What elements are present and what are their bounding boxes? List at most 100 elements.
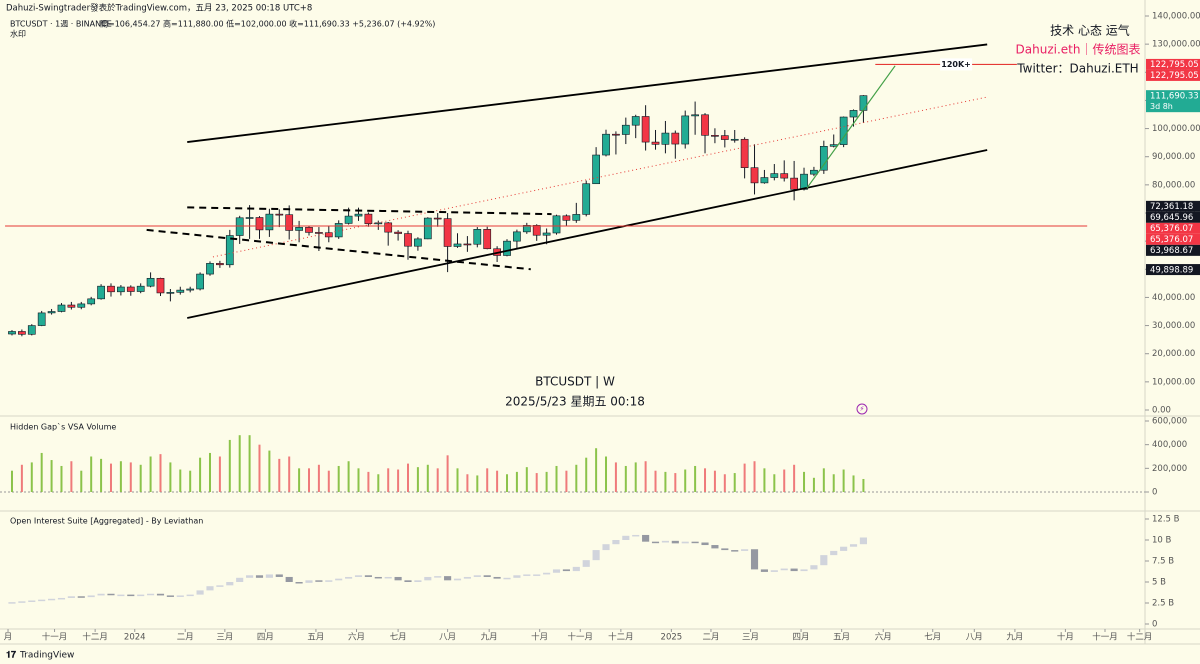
candle-body bbox=[552, 215, 561, 234]
volume-bar bbox=[40, 452, 43, 492]
candle-body bbox=[87, 298, 96, 305]
price-badge-label: 122,795.05 bbox=[1150, 60, 1199, 70]
volume-bar bbox=[753, 461, 756, 492]
volume-bar bbox=[407, 463, 410, 492]
volume-bar bbox=[80, 470, 83, 492]
volume-bar bbox=[595, 448, 598, 492]
volume-bar bbox=[565, 470, 568, 492]
oi-candle bbox=[97, 593, 105, 596]
volume-bar bbox=[585, 457, 588, 492]
candle-body bbox=[849, 110, 858, 118]
candle-body bbox=[582, 183, 591, 215]
candle-body bbox=[483, 229, 492, 250]
motto: 技术 心态 运气 bbox=[1050, 23, 1130, 38]
oi-candle bbox=[859, 537, 867, 545]
oi-candle bbox=[236, 577, 244, 582]
oi-candle bbox=[364, 575, 372, 577]
volume-bar bbox=[199, 457, 202, 492]
volume-bar bbox=[416, 467, 419, 492]
candle-body bbox=[315, 232, 323, 234]
candle-body bbox=[285, 214, 294, 231]
oi-candle bbox=[87, 595, 95, 598]
volume-bar bbox=[515, 471, 518, 492]
oi-candle bbox=[830, 550, 838, 556]
byline: Dahuzi-Swingtrader發表於TradingView.com，五月 … bbox=[6, 3, 312, 14]
volume-bar bbox=[793, 464, 796, 492]
candle-body bbox=[245, 217, 254, 219]
candle-body bbox=[295, 227, 303, 231]
event-icon[interactable] bbox=[856, 403, 868, 415]
volume-bar bbox=[426, 464, 429, 492]
candle-body bbox=[136, 285, 145, 292]
x-tick-label: 2024 bbox=[124, 633, 146, 643]
candle-body bbox=[661, 132, 670, 145]
candle-body bbox=[216, 263, 224, 266]
oi-candle bbox=[394, 576, 402, 581]
candle-body bbox=[532, 225, 541, 236]
oi-candle bbox=[572, 566, 580, 572]
oi-candle bbox=[642, 534, 650, 542]
x-tick-label: 月 bbox=[4, 633, 13, 643]
volume-bar bbox=[496, 470, 499, 492]
oi-candle bbox=[127, 594, 135, 597]
volume-bar bbox=[10, 470, 13, 492]
countdown: 3d 8h bbox=[1150, 102, 1173, 111]
candle-body bbox=[166, 292, 175, 294]
candle-body bbox=[602, 133, 610, 156]
x-tick-label: 十一月 bbox=[42, 632, 68, 643]
oi-candle bbox=[513, 575, 521, 578]
volume-bar bbox=[466, 474, 469, 492]
volume-bar bbox=[684, 469, 687, 492]
candle-body bbox=[176, 289, 185, 293]
candle-body bbox=[126, 286, 135, 292]
oi-candle bbox=[721, 548, 729, 551]
oi-candle bbox=[849, 544, 858, 547]
y-tick-label: 600,000 bbox=[1152, 417, 1187, 427]
candle-body bbox=[433, 217, 442, 220]
candle-body bbox=[117, 286, 125, 293]
candle-body bbox=[156, 277, 165, 294]
volume-bar bbox=[783, 469, 786, 492]
oi-candle bbox=[731, 550, 739, 552]
oi-candle bbox=[305, 580, 313, 583]
oi-candle bbox=[8, 602, 16, 604]
volume-bar bbox=[812, 477, 815, 492]
oi-candle bbox=[661, 540, 669, 543]
y-tick-label: 400,000 bbox=[1152, 440, 1187, 450]
volume-bar bbox=[624, 465, 627, 492]
oi-candle bbox=[434, 576, 442, 578]
volume-bar bbox=[456, 468, 459, 492]
candle-body bbox=[542, 232, 551, 236]
price-badge-label: 65,376.07 bbox=[1150, 235, 1193, 245]
oi-candle bbox=[750, 549, 759, 570]
volume-bar bbox=[436, 468, 439, 492]
oi-candle bbox=[275, 574, 283, 577]
oi-candle bbox=[463, 576, 471, 579]
volume-bar bbox=[614, 462, 617, 492]
oi-candle bbox=[671, 540, 679, 544]
candle-body bbox=[612, 133, 620, 136]
y-tick-label: 10,000.00 bbox=[1152, 377, 1195, 387]
volume-bar bbox=[674, 473, 677, 492]
candle-body bbox=[47, 311, 56, 314]
candle-body bbox=[770, 173, 779, 178]
volume-bar bbox=[60, 465, 63, 492]
candle-body bbox=[305, 227, 313, 233]
volume-bar bbox=[476, 475, 479, 492]
x-tick-label: 七月 bbox=[390, 633, 407, 643]
candle-body bbox=[186, 288, 195, 291]
y-tick-label: 130,000.00 bbox=[1152, 40, 1200, 50]
author: Dahuzi.eth｜传统图表 bbox=[1016, 42, 1141, 57]
x-tick-label: 四月 bbox=[793, 633, 810, 643]
volume-bar bbox=[387, 468, 390, 492]
trend-line bbox=[146, 228, 531, 271]
oi-candle bbox=[137, 594, 145, 597]
volume-bar bbox=[119, 461, 122, 492]
oi-candle bbox=[681, 541, 689, 544]
candle-body bbox=[225, 235, 234, 266]
oi-candle bbox=[533, 574, 541, 576]
candle-body bbox=[750, 167, 759, 184]
price-badge bbox=[1146, 233, 1200, 245]
volume-bar bbox=[644, 461, 647, 492]
volume-bar bbox=[605, 456, 608, 492]
